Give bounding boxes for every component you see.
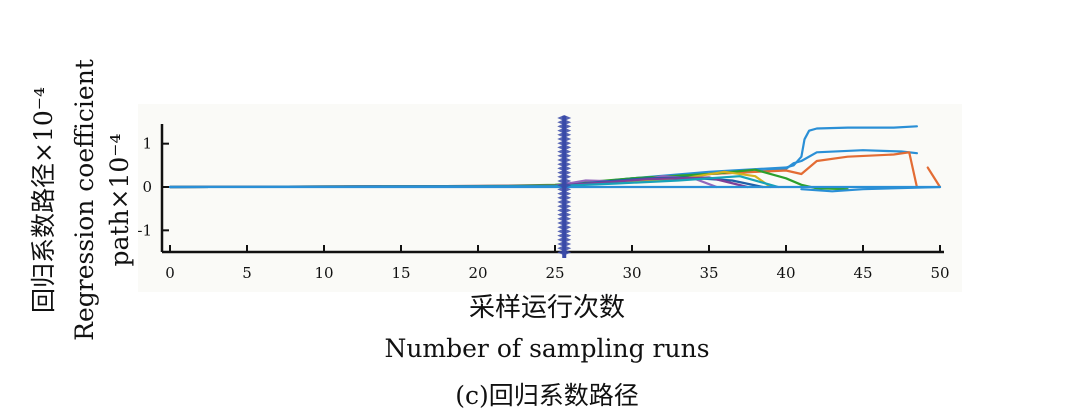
marker-bead — [557, 211, 572, 218]
plot-background — [138, 104, 962, 292]
series-line-4 — [926, 166, 942, 189]
y-axis-title-en-line1: Regression coefficient — [70, 59, 99, 341]
marker-bead — [557, 173, 572, 180]
y-tick-label: 1 — [142, 135, 152, 153]
marker-bead — [557, 224, 572, 231]
marker-bead — [557, 236, 572, 243]
marker-bead — [557, 245, 572, 252]
series-line-11 — [800, 185, 942, 193]
marker-bead — [557, 148, 572, 155]
series-group — [168, 125, 942, 193]
marker-bead — [557, 144, 572, 151]
marker-bead — [557, 178, 572, 184]
y-axis-title-en-line2: path×10⁻⁴ — [105, 133, 134, 266]
x-tick-label: 20 — [468, 264, 487, 282]
x-tick-label: 35 — [699, 264, 718, 282]
y-tick-label: 0 — [142, 178, 152, 196]
marker-bead — [557, 123, 572, 130]
x-tick-label: 30 — [622, 264, 641, 282]
marker-bead — [557, 207, 572, 214]
marker-bead — [557, 136, 572, 142]
x-tick-label: 40 — [776, 264, 795, 282]
marker-bead — [557, 157, 572, 163]
marker-bead — [557, 182, 572, 189]
marker-bead — [557, 140, 572, 147]
ticks-group: 0 5 10 15 20 25 30 35 40 45 50 -1 0 1 — [137, 135, 949, 282]
y-tick-label: -1 — [137, 221, 152, 239]
x-tick-label: 25 — [545, 264, 564, 282]
x-tick-label: 45 — [853, 264, 872, 282]
x-tick-label: 10 — [314, 264, 333, 282]
marker-bead — [557, 199, 572, 205]
marker-bead — [557, 115, 572, 121]
marker-bead — [557, 215, 572, 222]
marker-bead — [557, 165, 572, 172]
marker-bead — [557, 127, 572, 134]
marker-bead — [557, 249, 572, 256]
marker-bead — [557, 203, 572, 210]
x-tick-label: 15 — [391, 264, 410, 282]
marker-bead — [557, 169, 572, 176]
x-tick-label: 5 — [242, 264, 252, 282]
x-tick-label: 0 — [165, 264, 175, 282]
x-tick-label: 50 — [930, 264, 949, 282]
marker-bead — [557, 152, 572, 159]
x-axis-title-en: Number of sampling runs — [384, 334, 709, 363]
marker-bead — [557, 194, 572, 201]
marker-bead — [557, 220, 572, 226]
marker-bead — [557, 161, 572, 168]
marker-bead — [557, 232, 572, 239]
x-axis-title-cn: 采样运行次数 — [469, 293, 625, 323]
marker-group — [557, 115, 572, 258]
marker-bead — [557, 190, 572, 197]
marker-bead — [557, 228, 572, 235]
marker-bead — [557, 119, 572, 126]
y-axis-title-cn: 回归系数路径×10⁻⁴ — [29, 87, 58, 313]
marker-bead — [557, 131, 572, 138]
figure-caption: (c)回归系数路径 — [455, 381, 639, 410]
marker-bead — [557, 241, 572, 247]
marker-bead — [557, 186, 572, 193]
